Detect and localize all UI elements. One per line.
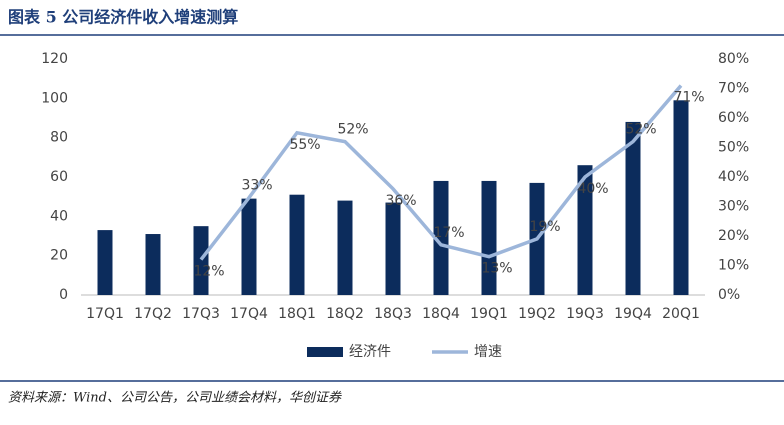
bar — [97, 230, 113, 295]
y2-tick-label: 70% — [718, 81, 749, 97]
x-tick-label: 17Q1 — [86, 306, 124, 322]
y2-tick-label: 30% — [718, 199, 749, 215]
data-label: 33% — [241, 178, 272, 194]
bar — [433, 180, 449, 295]
data-label: 36% — [385, 193, 416, 209]
data-label: 40% — [577, 181, 608, 197]
y2-tick-label: 0% — [718, 287, 740, 303]
y-tick-label: 100 — [41, 90, 68, 106]
data-label: 71% — [673, 90, 704, 106]
y2-tick-label: 50% — [718, 140, 749, 156]
x-tick-label: 17Q4 — [230, 306, 268, 322]
data-label: 12% — [193, 264, 224, 280]
y-tick-label: 60 — [50, 169, 68, 185]
x-tick-label: 18Q4 — [422, 306, 460, 322]
legend-label: 经济件 — [349, 344, 391, 360]
x-tick-label: 19Q1 — [470, 306, 508, 322]
data-label: 17% — [433, 225, 464, 241]
source: 资料来源：Wind、公司公告，公司业绩会材料，华创证券 — [8, 391, 342, 406]
y-tick-label: 80 — [50, 130, 68, 146]
bar — [625, 121, 641, 295]
y2-tick-label: 10% — [718, 258, 749, 274]
x-tick-label: 18Q1 — [278, 306, 316, 322]
bar — [289, 194, 305, 295]
y2-tick-label: 40% — [718, 169, 749, 185]
y2-tick-label: 80% — [718, 51, 749, 67]
x-tick-label: 19Q3 — [566, 306, 604, 322]
x-tick-label: 19Q2 — [518, 306, 556, 322]
bar — [673, 100, 689, 295]
x-tick-label: 18Q2 — [326, 306, 364, 322]
x-tick-label: 17Q2 — [134, 306, 172, 322]
x-tick-label: 18Q3 — [374, 306, 412, 322]
line — [199, 84, 683, 261]
bar — [385, 202, 401, 295]
data-label: 13% — [481, 261, 512, 277]
y-tick-label: 120 — [41, 51, 68, 67]
y-tick-label: 40 — [50, 208, 68, 224]
y-tick-label: 0 — [59, 287, 68, 303]
bar — [193, 226, 209, 295]
legend-swatch — [307, 347, 343, 357]
data-label: 55% — [289, 137, 320, 153]
data-label: 19% — [529, 219, 560, 235]
x-tick-label: 17Q3 — [182, 306, 220, 322]
data-label: 52% — [337, 122, 368, 138]
data-label: 52% — [625, 122, 656, 138]
bar — [337, 200, 353, 295]
bar — [577, 165, 593, 295]
bar — [145, 234, 161, 295]
chart-title: 图表 5 公司经济件收入增速测算 — [8, 8, 238, 27]
y2-tick-label: 60% — [718, 110, 749, 126]
x-tick-label: 19Q4 — [614, 306, 652, 322]
x-tick-label: 20Q1 — [662, 306, 700, 322]
bar — [241, 198, 257, 295]
legend-label: 增速 — [474, 344, 502, 360]
y-tick-label: 20 — [50, 248, 68, 264]
y2-tick-label: 20% — [718, 228, 749, 244]
bar — [481, 180, 497, 295]
